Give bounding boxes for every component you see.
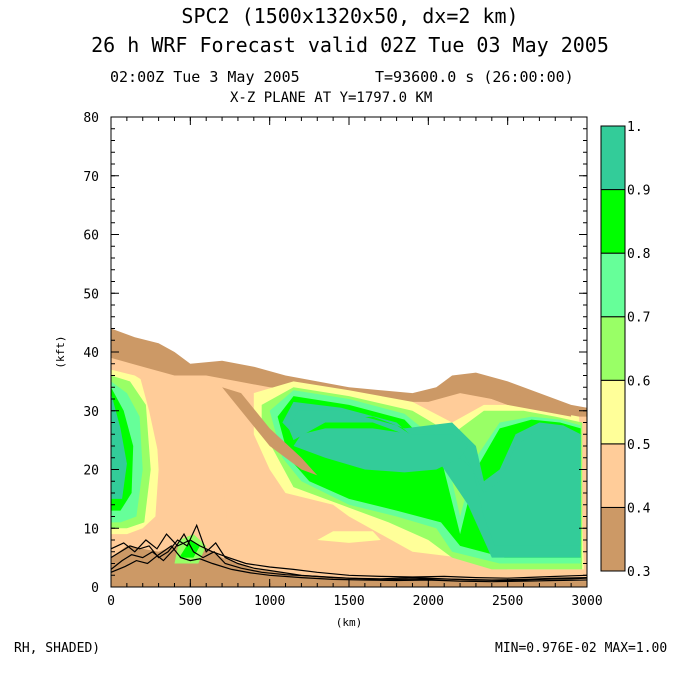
colorbar-swatch [600, 316, 626, 381]
plot-subtitle: 26 h WRF Forecast valid 02Z Tue 03 May 2… [91, 33, 609, 57]
colorbar-swatch [600, 379, 626, 445]
y-tick-label: 10 [83, 522, 99, 537]
colorbar-label: 0.4 [627, 501, 651, 516]
valid-time-label: 02:00Z Tue 3 May 2005 [110, 68, 300, 86]
rh-region [139, 375, 200, 540]
x-tick-label: 3000 [571, 594, 602, 609]
y-tick-label: 50 [83, 287, 99, 302]
y-tick-label: 20 [83, 464, 99, 479]
axes: 0 500 1000 1500 2000 2500 3000 0 10 20 30 40 50 60 70 8… [83, 111, 602, 609]
y-tick-label: 40 [83, 346, 99, 361]
x-axis-label: (km) [336, 616, 363, 629]
colorbar: 0.3 0.4 0.5 0.6 0.7 0.8 0.9 1. [600, 120, 651, 580]
x-tick-label: 2500 [492, 594, 523, 609]
shaded-field [111, 328, 587, 587]
forecast-time-label: T=93600.0 s (26:00:00) [375, 68, 574, 86]
x-tick-label: 500 [179, 594, 202, 609]
cross-section-plane-label: X-Z PLANE AT Y=1797.0 KM [230, 90, 433, 106]
min-max-label: MIN=0.976E-02 MAX=1.00 [495, 641, 668, 656]
field-label: RH, SHADED) [14, 641, 101, 656]
y-tick-label: 0 [91, 581, 99, 596]
x-tick-label: 2000 [413, 594, 444, 609]
rh-region [111, 540, 587, 587]
rh-region [317, 531, 381, 543]
contour-line [111, 545, 587, 583]
x-tick-label: 1000 [254, 594, 285, 609]
y-tick-label: 60 [83, 229, 99, 244]
x-tick-label: 1500 [333, 594, 364, 609]
colorbar-label: 0.8 [627, 247, 650, 262]
contour-line [111, 532, 587, 582]
y-tick-label: 30 [83, 405, 99, 420]
rh-region [475, 393, 572, 417]
contour-lines [111, 523, 587, 583]
colorbar-label: 0.6 [627, 374, 650, 389]
y-tick-label: 70 [83, 170, 99, 185]
y-axis-label: (kft) [54, 335, 67, 368]
rh-region [111, 393, 127, 499]
colorbar-swatch [600, 125, 626, 191]
x-tick-label: 0 [107, 594, 115, 609]
y-tick-label: 80 [83, 111, 99, 126]
colorbar-label: 0.3 [627, 565, 650, 580]
colorbar-swatch [600, 443, 626, 508]
colorbar-label: 0.9 [627, 184, 650, 199]
rh-region [193, 381, 238, 535]
rh-region [293, 428, 468, 473]
colorbar-swatch [600, 252, 626, 318]
colorbar-swatch [600, 189, 626, 254]
plot-title: SPC2 (1500x1320x50, dx=2 km) [181, 4, 519, 28]
colorbar-label: 0.5 [627, 438, 650, 453]
colorbar-label: 0.7 [627, 311, 650, 326]
colorbar-label: 1. [627, 120, 643, 135]
rh-region [288, 410, 581, 546]
rh-region [222, 387, 318, 476]
colorbar-swatch [600, 506, 626, 572]
contour-line [111, 533, 587, 579]
